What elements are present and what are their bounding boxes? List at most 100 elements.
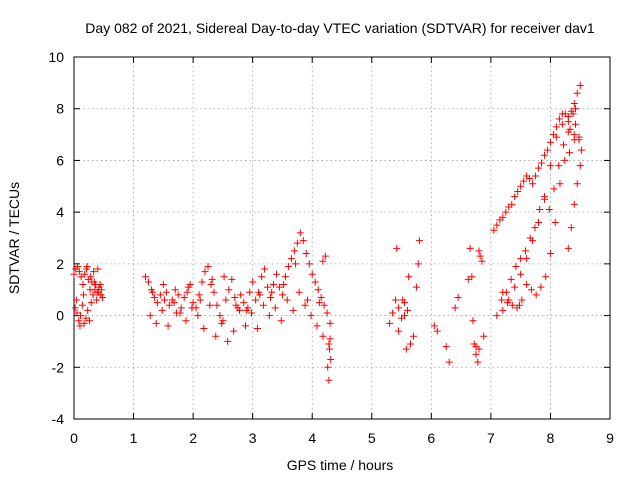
data-point xyxy=(208,275,216,283)
data-point xyxy=(230,327,238,335)
data-point xyxy=(216,312,224,320)
data-point xyxy=(515,301,523,309)
y-tick-label: 6 xyxy=(56,152,64,168)
data-point xyxy=(195,291,203,299)
y-tick-label: -4 xyxy=(52,411,65,427)
data-point xyxy=(393,244,401,252)
data-point xyxy=(326,319,334,327)
data-point xyxy=(389,309,397,317)
data-point xyxy=(518,296,526,304)
data-point xyxy=(531,224,539,232)
data-point xyxy=(442,343,450,351)
data-point xyxy=(84,306,92,314)
data-point xyxy=(252,296,260,304)
data-point xyxy=(542,273,550,281)
data-point xyxy=(228,275,236,283)
data-point xyxy=(299,237,307,245)
data-point xyxy=(256,291,264,299)
data-point xyxy=(206,301,214,309)
x-tick-label: 1 xyxy=(130,430,138,446)
data-point xyxy=(222,296,230,304)
data-point xyxy=(77,273,85,281)
data-point xyxy=(409,332,417,340)
data-point xyxy=(259,301,267,309)
data-point xyxy=(511,193,519,201)
data-point xyxy=(80,291,88,299)
data-point xyxy=(546,162,554,170)
data-point xyxy=(82,314,90,322)
data-point xyxy=(244,304,252,312)
data-point xyxy=(517,182,525,190)
data-point xyxy=(71,304,79,312)
data-point xyxy=(220,273,228,281)
data-point xyxy=(468,273,476,281)
data-point xyxy=(474,358,482,366)
data-point xyxy=(546,250,554,258)
data-point xyxy=(247,309,255,317)
data-point xyxy=(560,141,568,149)
data-point xyxy=(466,244,474,252)
data-point xyxy=(281,273,289,281)
data-point xyxy=(571,105,579,113)
data-point xyxy=(277,317,285,325)
data-point xyxy=(75,268,83,276)
data-point xyxy=(517,255,525,263)
data-point xyxy=(469,317,477,325)
data-point xyxy=(319,257,327,265)
data-point xyxy=(566,149,574,157)
data-point xyxy=(395,327,403,335)
data-point xyxy=(97,286,105,294)
data-point xyxy=(293,239,301,247)
data-point xyxy=(523,255,531,263)
y-tick-label: 8 xyxy=(56,101,64,117)
data-point xyxy=(79,281,87,289)
data-point xyxy=(517,270,525,278)
data-point xyxy=(90,268,98,276)
data-point xyxy=(201,268,209,276)
data-point xyxy=(472,350,480,358)
data-point xyxy=(146,312,154,320)
data-point xyxy=(153,299,161,307)
data-point xyxy=(532,291,540,299)
data-point xyxy=(73,309,81,317)
y-axis-label: SDTVAR / TECUs xyxy=(6,182,22,294)
data-point xyxy=(404,306,412,314)
data-point xyxy=(94,265,102,273)
data-point xyxy=(164,322,172,330)
data-point xyxy=(493,221,501,229)
data-point xyxy=(246,288,254,296)
data-point xyxy=(270,281,278,289)
x-tick-label: 9 xyxy=(606,430,614,446)
data-point xyxy=(290,247,298,255)
data-point xyxy=(535,218,543,226)
data-point xyxy=(89,291,97,299)
data-point xyxy=(91,286,99,294)
data-point xyxy=(546,138,554,146)
data-point xyxy=(490,226,498,234)
data-point xyxy=(75,317,83,325)
data-point xyxy=(314,286,322,294)
data-point xyxy=(278,291,286,299)
data-point xyxy=(170,299,178,307)
data-point xyxy=(323,309,331,317)
data-point xyxy=(302,250,310,258)
y-tick-label: 10 xyxy=(48,49,64,65)
data-point xyxy=(512,262,520,270)
data-point xyxy=(150,293,158,301)
data-point xyxy=(573,180,581,188)
data-point xyxy=(165,301,173,309)
data-point xyxy=(508,301,516,309)
data-point xyxy=(161,296,169,304)
data-point xyxy=(552,133,560,141)
data-point xyxy=(551,218,559,226)
data-point xyxy=(430,322,438,330)
data-point xyxy=(156,291,164,299)
data-point xyxy=(174,291,182,299)
data-point xyxy=(564,118,572,126)
data-point xyxy=(295,288,303,296)
data-point xyxy=(301,301,309,309)
data-point xyxy=(177,304,185,312)
data-point xyxy=(472,343,480,351)
data-point xyxy=(520,177,528,185)
